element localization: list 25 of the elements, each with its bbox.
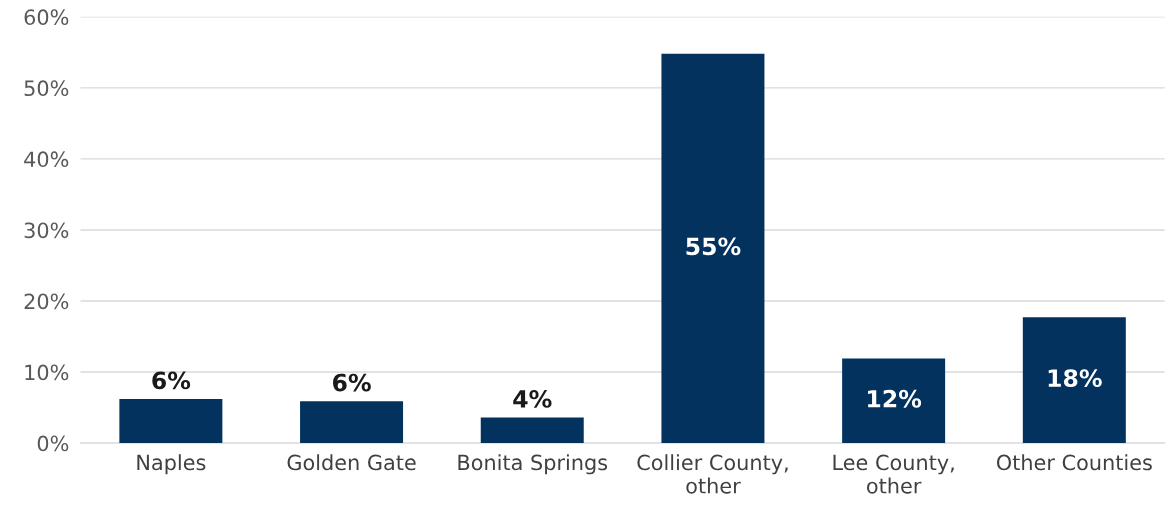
x-tick-label: Golden Gate — [287, 454, 416, 471]
bar — [119, 399, 223, 444]
data-label: 55% — [686, 237, 741, 256]
y-tick-label: 20% — [24, 293, 69, 310]
bar — [480, 417, 584, 444]
y-tick-label: 50% — [24, 80, 69, 97]
bar — [661, 53, 765, 444]
data-label: 6% — [332, 373, 371, 392]
data-label: 4% — [513, 389, 552, 408]
y-tick-label: 10% — [25, 364, 69, 381]
x-tick-label: Other Counties — [996, 454, 1152, 471]
y-tick-label: 30% — [24, 222, 69, 239]
x-tick-label: Bonita Springs — [458, 454, 608, 475]
x-tick-label: Lee County, other — [833, 454, 954, 494]
y-tick-label: 40% — [24, 151, 69, 168]
data-label: 6% — [152, 371, 191, 390]
bar — [1022, 317, 1126, 444]
y-tick-label: 60% — [24, 9, 69, 26]
bar — [842, 358, 946, 444]
y-tick-label: 0% — [37, 435, 69, 452]
x-tick-label: Naples — [137, 454, 206, 475]
data-label: 12% — [868, 389, 922, 408]
x-tick-label: Collier County, other — [637, 454, 788, 494]
data-label: 18% — [1048, 369, 1102, 388]
bar — [300, 401, 404, 444]
